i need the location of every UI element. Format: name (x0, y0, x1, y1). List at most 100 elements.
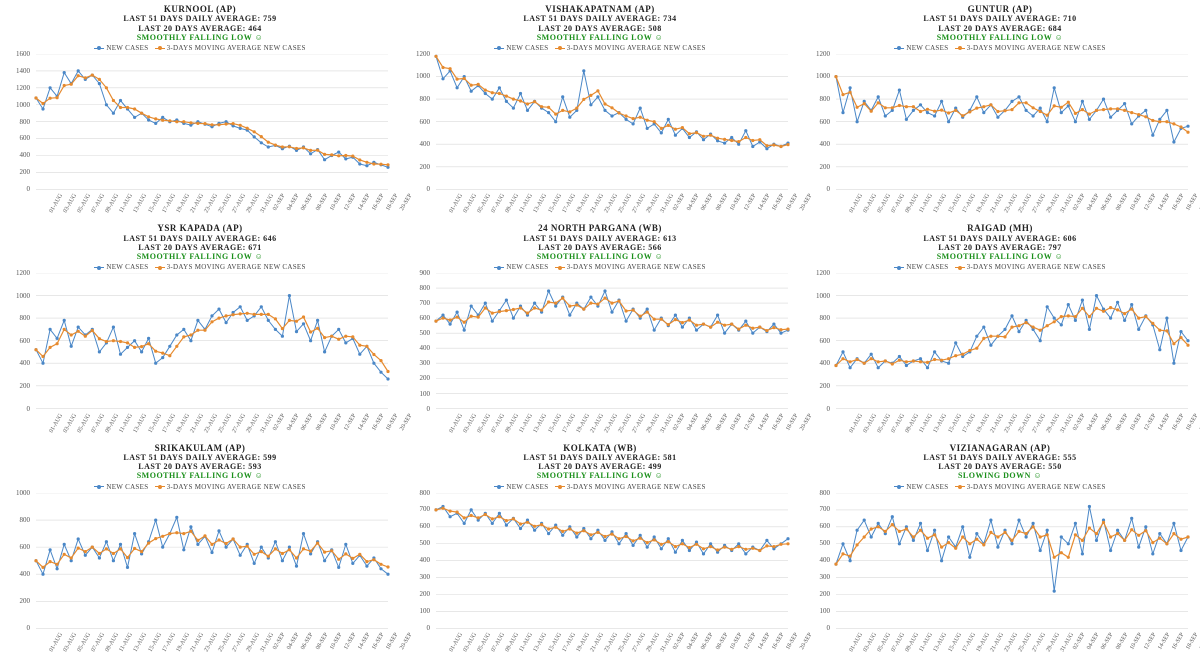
panel-sub2: LAST 20 DAYS AVERAGE: 593 (6, 462, 394, 471)
y-tick-label: 500 (406, 329, 430, 337)
chart-grid: KURNOOL (AP) LAST 51 DAYS DAILY AVERAGE: … (0, 0, 1200, 658)
legend-swatch-movingavg (955, 267, 965, 268)
chart-panel: YSR KAPADA (AP)LAST 51 DAYS DAILY AVERAG… (0, 219, 400, 438)
y-tick-label: 1600 (6, 50, 30, 58)
panel-sub2: LAST 20 DAYS AVERAGE: 464 (6, 24, 394, 33)
panel-sub1: LAST 51 DAYS DAILY AVERAGE: 581 (406, 453, 794, 462)
legend-swatch-movingavg (955, 486, 965, 487)
y-tick-label: 600 (406, 118, 430, 126)
y-tick-label: 400 (806, 359, 830, 367)
panel-sub1: LAST 51 DAYS DAILY AVERAGE: 613 (406, 234, 794, 243)
panel-sub1: LAST 51 DAYS DAILY AVERAGE: 606 (806, 234, 1194, 243)
panel-sub1: LAST 51 DAYS DAILY AVERAGE: 555 (806, 453, 1194, 462)
legend-label-newcases: NEW CASES (106, 44, 148, 52)
legend-label-newcases: NEW CASES (106, 263, 148, 271)
legend: NEW CASES 3-DAYS MOVING AVERAGE NEW CASE… (406, 263, 794, 271)
y-tick-label: 900 (406, 269, 430, 277)
panel-title: VIZIANAGARAN (AP) (806, 443, 1194, 453)
y-tick-label: 100 (406, 390, 430, 398)
chart-panel: KOLKATA (WB)LAST 51 DAYS DAILY AVERAGE: … (400, 439, 800, 658)
legend-swatch-newcases (494, 486, 504, 487)
y-tick-label: 200 (6, 382, 30, 390)
chart-svg (406, 54, 794, 215)
panel-title: KOLKATA (WB) (406, 443, 794, 453)
chart-svg (806, 54, 1194, 215)
legend-swatch-movingavg (555, 267, 565, 268)
chart-svg (406, 493, 794, 654)
legend-swatch-movingavg (155, 48, 165, 49)
panel-sub1: LAST 51 DAYS DAILY AVERAGE: 599 (6, 453, 394, 462)
y-tick-label: 800 (6, 118, 30, 126)
legend-swatch-movingavg (555, 48, 565, 49)
panel-status: SMOOTHLY FALLING LOW ☺ (806, 33, 1194, 42)
plot-area: 010020030040050060070080001-AUG03-AUG05-… (806, 493, 1194, 654)
legend-label-movingavg: 3-DAYS MOVING AVERAGE NEW CASES (567, 263, 706, 271)
y-tick-label: 300 (406, 573, 430, 581)
y-tick-label: 200 (806, 163, 830, 171)
panel-title: 24 NORTH PARGANA (WB) (406, 223, 794, 233)
legend-label-newcases: NEW CASES (906, 263, 948, 271)
y-tick-label: 200 (6, 168, 30, 176)
y-tick-label: 0 (806, 624, 830, 632)
y-tick-label: 800 (6, 314, 30, 322)
y-tick-label: 600 (806, 118, 830, 126)
panel-sub1: LAST 51 DAYS DAILY AVERAGE: 734 (406, 14, 794, 23)
panel-title: KURNOOL (AP) (6, 4, 394, 14)
y-tick-label: 600 (406, 522, 430, 530)
panel-title: YSR KAPADA (AP) (6, 223, 394, 233)
legend-label-newcases: NEW CASES (106, 483, 148, 491)
legend-swatch-movingavg (555, 486, 565, 487)
chart-svg (6, 273, 394, 434)
y-tick-label: 200 (406, 163, 430, 171)
chart-panel: GUNTUR (AP)LAST 51 DAYS DAILY AVERAGE: 7… (800, 0, 1200, 219)
legend-label-movingavg: 3-DAYS MOVING AVERAGE NEW CASES (967, 44, 1106, 52)
y-tick-label: 400 (406, 556, 430, 564)
y-tick-label: 0 (406, 624, 430, 632)
panel-status: SMOOTHLY FALLING LOW ☺ (806, 252, 1194, 261)
y-tick-label: 0 (806, 405, 830, 413)
y-tick-label: 300 (806, 573, 830, 581)
plot-area: 0200400600800100012001400160001-AUG03-AU… (6, 54, 394, 215)
plot-area: 02004006008001000120001-AUG03-AUG05-AUG0… (806, 273, 1194, 434)
y-tick-label: 800 (406, 489, 430, 497)
panel-status: SMOOTHLY FALLING LOW ☺ (406, 33, 794, 42)
y-tick-label: 1000 (6, 489, 30, 497)
panel-status: SLOWING DOWN ☺ (806, 471, 1194, 480)
chart-svg (806, 493, 1194, 654)
legend-label-movingavg: 3-DAYS MOVING AVERAGE NEW CASES (567, 44, 706, 52)
y-tick-label: 400 (6, 359, 30, 367)
y-tick-label: 0 (6, 405, 30, 413)
y-tick-label: 0 (406, 185, 430, 193)
legend-swatch-newcases (94, 48, 104, 49)
plot-area: 0200400600800100001-AUG03-AUG05-AUG07-AU… (6, 493, 394, 654)
legend-label-newcases: NEW CASES (506, 483, 548, 491)
y-tick-label: 0 (6, 624, 30, 632)
chart-svg (6, 493, 394, 654)
y-tick-label: 1200 (806, 269, 830, 277)
legend-swatch-movingavg (155, 486, 165, 487)
chart-svg (806, 273, 1194, 434)
plot-area: 02004006008001000120001-AUG03-AUG05-AUG0… (806, 54, 1194, 215)
chart-panel: VIZIANAGARAN (AP)LAST 51 DAYS DAILY AVER… (800, 439, 1200, 658)
panel-status: SMOOTHLY FALLING LOW ☺ (6, 471, 394, 480)
panel-sub2: LAST 20 DAYS AVERAGE: 499 (406, 462, 794, 471)
legend-label-newcases: NEW CASES (906, 44, 948, 52)
y-tick-label: 800 (406, 95, 430, 103)
legend: NEW CASES 3-DAYS MOVING AVERAGE NEW CASE… (406, 483, 794, 491)
legend-swatch-newcases (94, 267, 104, 268)
y-tick-label: 700 (806, 505, 830, 513)
chart-panel: KURNOOL (AP)LAST 51 DAYS DAILY AVERAGE: … (0, 0, 400, 219)
y-tick-label: 400 (6, 570, 30, 578)
y-tick-label: 200 (406, 590, 430, 598)
panel-title: RAIGAD (MH) (806, 223, 1194, 233)
y-tick-label: 500 (806, 539, 830, 547)
y-tick-label: 200 (6, 597, 30, 605)
panel-sub2: LAST 20 DAYS AVERAGE: 797 (806, 243, 1194, 252)
panel-title: SRIKAKULAM (AP) (6, 443, 394, 453)
legend-swatch-movingavg (155, 267, 165, 268)
series-moving-avg (36, 531, 388, 567)
legend-swatch-newcases (94, 486, 104, 487)
legend-label-movingavg: 3-DAYS MOVING AVERAGE NEW CASES (167, 44, 306, 52)
panel-sub2: LAST 20 DAYS AVERAGE: 550 (806, 462, 1194, 471)
legend-label-movingavg: 3-DAYS MOVING AVERAGE NEW CASES (967, 483, 1106, 491)
